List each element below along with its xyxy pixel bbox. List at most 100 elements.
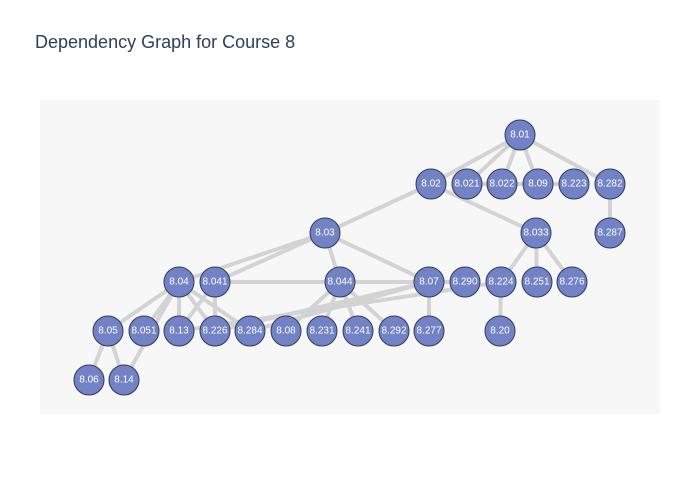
node-circle-8-224[interactable]: [485, 266, 517, 298]
node-circle-8-231[interactable]: [306, 315, 338, 347]
plot-area: [40, 100, 660, 414]
node-circle-8-287[interactable]: [594, 217, 626, 249]
node-label-8-20: 8.20: [490, 326, 510, 337]
node-8-05[interactable]: 8.05: [92, 315, 124, 347]
node-circle-8-02[interactable]: [415, 168, 447, 200]
node-label-8-224: 8.224: [488, 277, 513, 288]
node-8-08[interactable]: 8.08: [270, 315, 302, 347]
node-label-8-241: 8.241: [345, 326, 370, 337]
node-label-8-04: 8.04: [169, 277, 189, 288]
node-circle-8-20[interactable]: [484, 315, 516, 347]
node-8-282[interactable]: 8.282: [594, 168, 626, 200]
node-circle-8-282[interactable]: [594, 168, 626, 200]
node-8-03[interactable]: 8.03: [309, 217, 341, 249]
edge-8-01-to-8-02: [429, 133, 522, 186]
node-label-8-021: 8.021: [454, 179, 479, 190]
node-8-276[interactable]: 8.276: [556, 266, 588, 298]
node-8-06[interactable]: 8.06: [73, 364, 105, 396]
node-circle-8-04[interactable]: [163, 266, 195, 298]
edge-8-02-to-8-03: [323, 182, 433, 235]
nodes-layer: 8.01 8.02 8.021 8.022 8.09 8.223 8.282 8.03 8.03…: [73, 119, 626, 396]
node-label-8-01: 8.01: [510, 130, 530, 141]
node-8-07[interactable]: 8.07: [413, 266, 445, 298]
node-8-241[interactable]: 8.241: [342, 315, 374, 347]
node-label-8-290: 8.290: [452, 277, 477, 288]
node-label-8-226: 8.226: [202, 326, 227, 337]
node-circle-8-06[interactable]: [73, 364, 105, 396]
node-label-8-08: 8.08: [276, 326, 296, 337]
node-label-8-277: 8.277: [416, 326, 441, 337]
node-label-8-09: 8.09: [528, 179, 548, 190]
node-8-01[interactable]: 8.01: [504, 119, 536, 151]
node-circle-8-051[interactable]: [128, 315, 160, 347]
node-8-041[interactable]: 8.041: [199, 266, 231, 298]
node-circle-8-044[interactable]: [324, 266, 356, 298]
node-8-20[interactable]: 8.20: [484, 315, 516, 347]
node-8-290[interactable]: 8.290: [449, 266, 481, 298]
node-circle-8-033[interactable]: [520, 217, 552, 249]
node-8-04[interactable]: 8.04: [163, 266, 195, 298]
node-8-14[interactable]: 8.14: [108, 364, 140, 396]
edge-8-02-to-8-033: [429, 182, 538, 235]
node-circle-8-05[interactable]: [92, 315, 124, 347]
node-label-8-282: 8.282: [597, 179, 622, 190]
node-label-8-284: 8.284: [237, 326, 262, 337]
node-label-8-02: 8.02: [421, 179, 441, 190]
node-8-021[interactable]: 8.021: [451, 168, 483, 200]
node-8-051[interactable]: 8.051: [128, 315, 160, 347]
node-circle-8-251[interactable]: [521, 266, 553, 298]
node-8-022[interactable]: 8.022: [486, 168, 518, 200]
node-circle-8-13[interactable]: [163, 315, 195, 347]
node-8-231[interactable]: 8.231: [306, 315, 338, 347]
node-8-223[interactable]: 8.223: [558, 168, 590, 200]
node-label-8-13: 8.13: [169, 326, 189, 337]
node-label-8-251: 8.251: [524, 277, 549, 288]
node-circle-8-14[interactable]: [108, 364, 140, 396]
node-circle-8-07[interactable]: [413, 266, 445, 298]
node-label-8-287: 8.287: [597, 228, 622, 239]
node-circle-8-292[interactable]: [378, 315, 410, 347]
node-8-292[interactable]: 8.292: [378, 315, 410, 347]
node-circle-8-284[interactable]: [234, 315, 266, 347]
node-8-02[interactable]: 8.02: [415, 168, 447, 200]
node-circle-8-276[interactable]: [556, 266, 588, 298]
node-circle-8-277[interactable]: [413, 315, 445, 347]
node-label-8-07: 8.07: [419, 277, 439, 288]
node-circle-8-223[interactable]: [558, 168, 590, 200]
node-label-8-022: 8.022: [489, 179, 514, 190]
node-8-277[interactable]: 8.277: [413, 315, 445, 347]
node-circle-8-290[interactable]: [449, 266, 481, 298]
node-8-044[interactable]: 8.044: [324, 266, 356, 298]
node-8-226[interactable]: 8.226: [199, 315, 231, 347]
node-circle-8-09[interactable]: [522, 168, 554, 200]
node-label-8-051: 8.051: [131, 326, 156, 337]
node-label-8-223: 8.223: [561, 179, 586, 190]
node-8-287[interactable]: 8.287: [594, 217, 626, 249]
node-label-8-044: 8.044: [327, 277, 352, 288]
edge-8-03-to-8-04: [177, 231, 327, 284]
node-label-8-14: 8.14: [114, 375, 134, 386]
node-label-8-041: 8.041: [202, 277, 227, 288]
node-circle-8-041[interactable]: [199, 266, 231, 298]
node-circle-8-08[interactable]: [270, 315, 302, 347]
node-8-251[interactable]: 8.251: [521, 266, 553, 298]
node-circle-8-021[interactable]: [451, 168, 483, 200]
node-8-09[interactable]: 8.09: [522, 168, 554, 200]
node-label-8-292: 8.292: [381, 326, 406, 337]
node-8-284[interactable]: 8.284: [234, 315, 266, 347]
node-8-224[interactable]: 8.224: [485, 266, 517, 298]
edge-8-03-to-8-041: [213, 231, 327, 284]
node-circle-8-01[interactable]: [504, 119, 536, 151]
node-label-8-03: 8.03: [315, 228, 335, 239]
edge-8-03-to-8-07: [323, 231, 431, 284]
node-circle-8-03[interactable]: [309, 217, 341, 249]
graph-title: Dependency Graph for Course 8: [35, 32, 296, 52]
node-circle-8-022[interactable]: [486, 168, 518, 200]
node-circle-8-226[interactable]: [199, 315, 231, 347]
node-8-13[interactable]: 8.13: [163, 315, 195, 347]
node-8-033[interactable]: 8.033: [520, 217, 552, 249]
node-circle-8-241[interactable]: [342, 315, 374, 347]
node-label-8-05: 8.05: [98, 326, 118, 337]
